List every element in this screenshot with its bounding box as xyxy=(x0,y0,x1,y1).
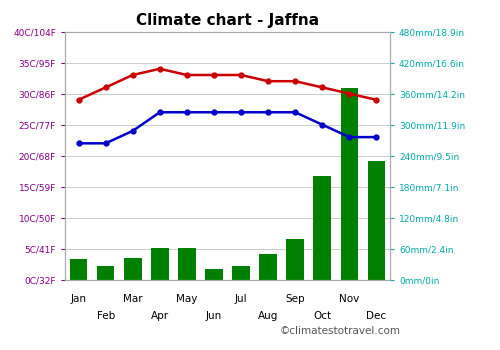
Text: Nov: Nov xyxy=(339,294,359,304)
Text: Oct: Oct xyxy=(313,310,332,321)
Text: ©climatestotravel.com: ©climatestotravel.com xyxy=(280,326,401,336)
Bar xyxy=(340,89,358,280)
Bar xyxy=(97,266,114,280)
Bar xyxy=(70,259,87,280)
Bar xyxy=(368,161,386,280)
Text: Dec: Dec xyxy=(366,310,386,321)
Bar xyxy=(178,248,196,280)
Bar xyxy=(314,176,331,280)
Text: Mar: Mar xyxy=(123,294,142,304)
Bar xyxy=(286,239,304,280)
Text: Apr: Apr xyxy=(150,310,169,321)
Bar xyxy=(124,258,142,280)
Bar xyxy=(232,266,250,280)
Text: Feb: Feb xyxy=(96,310,115,321)
Bar xyxy=(151,248,168,280)
Text: Aug: Aug xyxy=(258,310,278,321)
Text: May: May xyxy=(176,294,198,304)
Text: Jan: Jan xyxy=(70,294,86,304)
Text: Jul: Jul xyxy=(234,294,248,304)
Text: Jun: Jun xyxy=(206,310,222,321)
Bar xyxy=(260,254,277,280)
Text: Sep: Sep xyxy=(286,294,305,304)
Bar xyxy=(205,268,223,280)
Title: Climate chart - Jaffna: Climate chart - Jaffna xyxy=(136,13,319,28)
